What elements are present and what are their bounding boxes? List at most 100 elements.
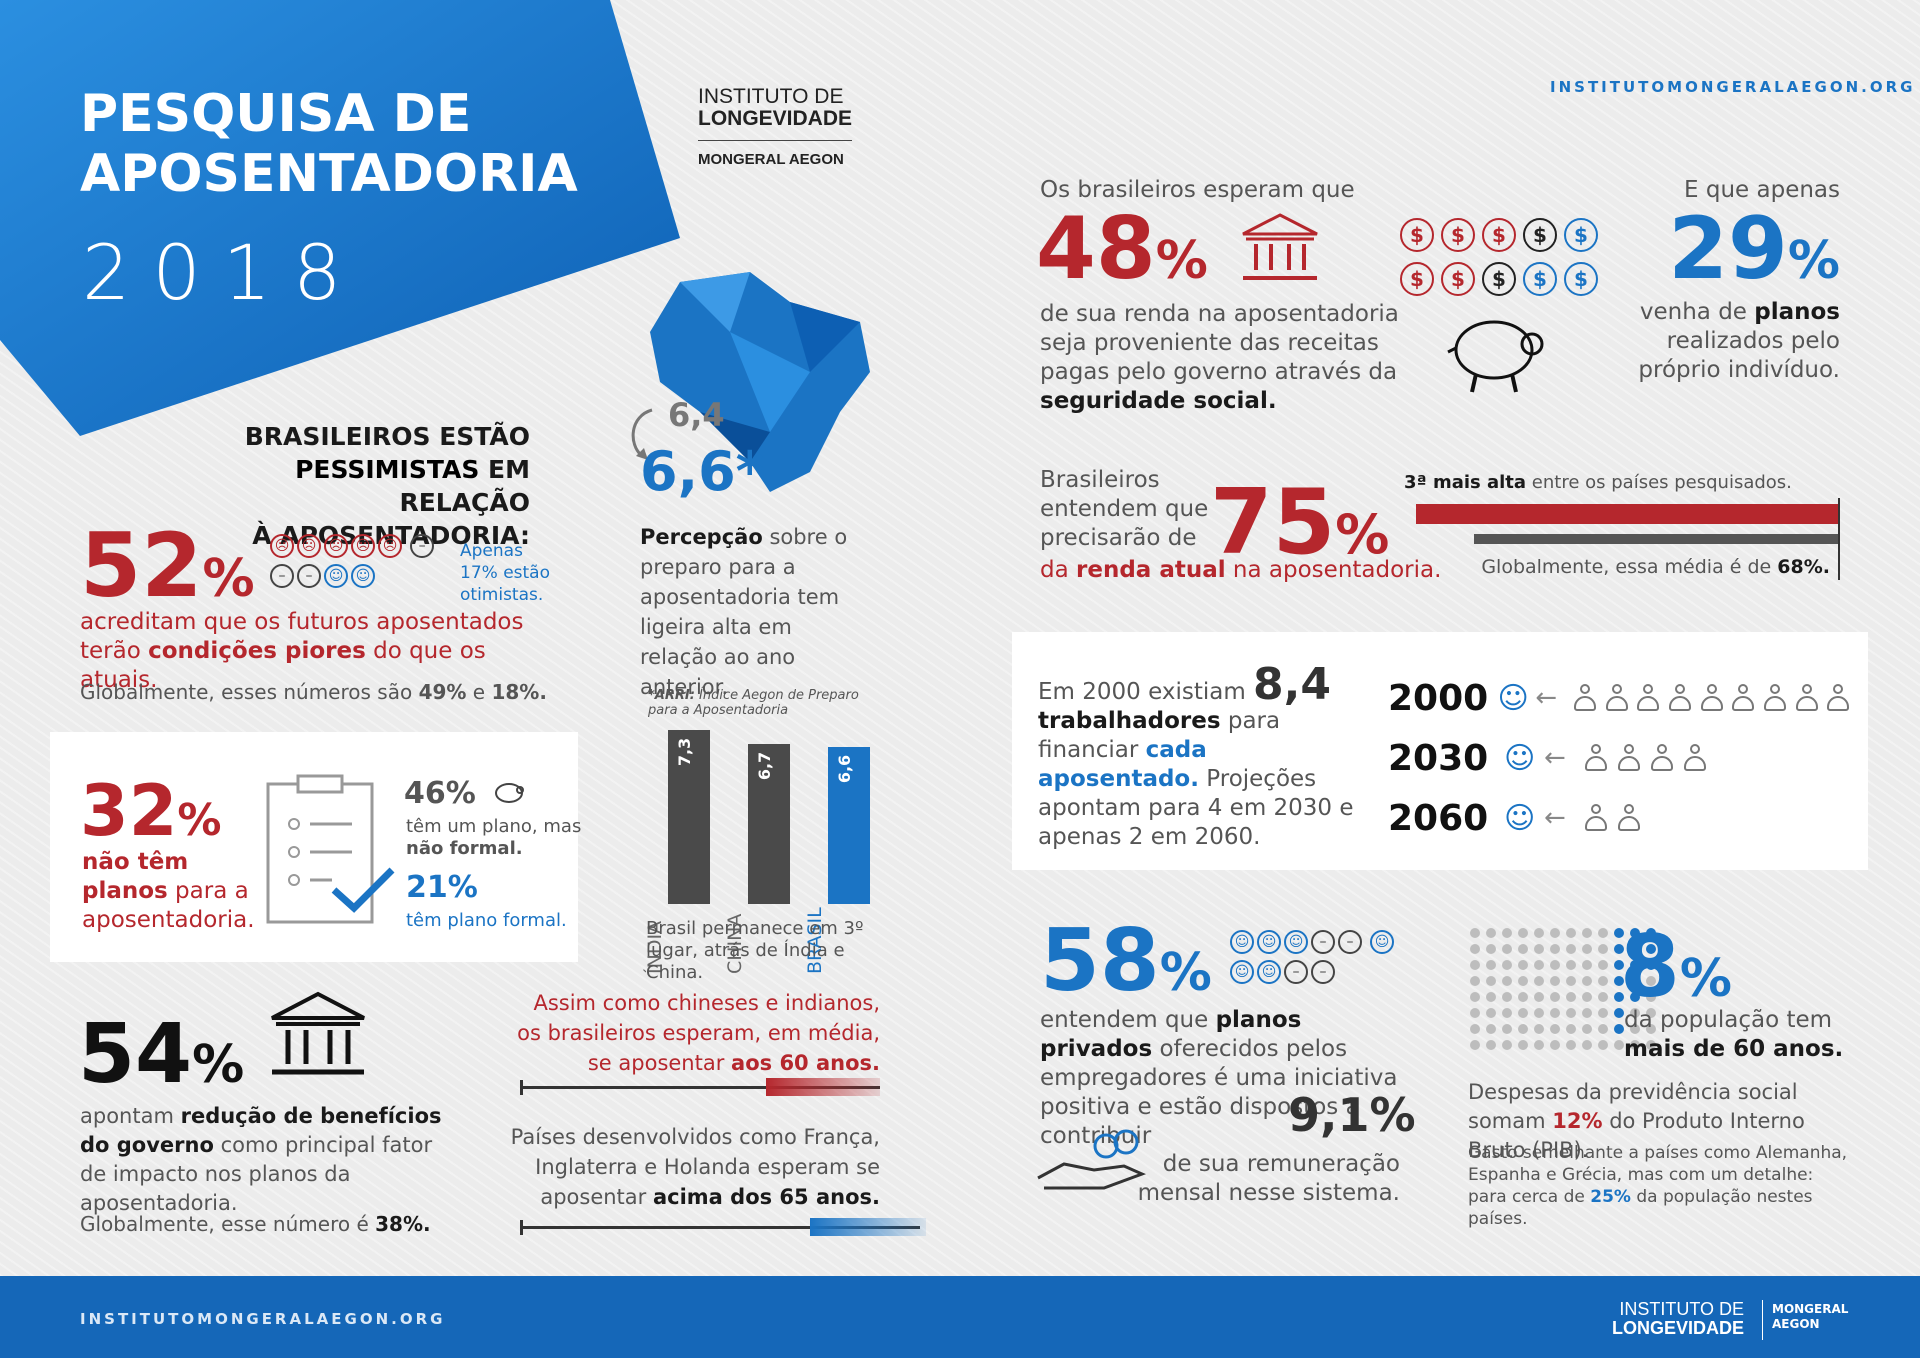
private-number: 58: [1040, 911, 1160, 1011]
age-marker-65: [810, 1218, 926, 1236]
income-intro: Os brasileiros esperam que: [1040, 177, 1355, 203]
income-right-intro: E que apenas: [1684, 177, 1840, 203]
happy-face-icon: ☺: [1370, 930, 1395, 954]
population-dot: [1566, 1008, 1576, 1018]
pessimism-heading-2a: PESSIMISTAS: [295, 455, 480, 484]
population-dot: [1614, 1040, 1624, 1050]
retiree-icon: ☺: [1504, 800, 1536, 836]
replacement-global-a: Globalmente, essa média é de: [1481, 556, 1778, 578]
population-text-a: da população tem: [1624, 1007, 1833, 1033]
worker-row-year: 2030: [1388, 737, 1489, 779]
plans-text-c: para a aposentadoria.: [82, 878, 255, 933]
population-note-b: 25%: [1590, 1187, 1631, 1207]
worker-row: 2000 ☺ ←: [1388, 668, 1858, 728]
worker-person-icon: [1650, 744, 1674, 772]
hand-coins-icon: [1037, 1129, 1146, 1190]
neutral-face-icon: –: [1311, 960, 1335, 984]
worker-person-icon: [1605, 684, 1628, 712]
population-dot: [1470, 944, 1480, 954]
perception-text-a: Percepção: [640, 525, 763, 549]
title-line-1: PESQUISA DE: [80, 84, 472, 144]
population-dot: [1614, 960, 1624, 970]
population-dot: [1566, 1040, 1576, 1050]
worker-row-year: 2000: [1388, 677, 1489, 719]
logo-line-3: MONGERAL AEGON: [698, 140, 853, 168]
population-note-a: Gasto semelhante a países como Alemanha,…: [1468, 1143, 1848, 1207]
sad-face-icon: ☹: [351, 534, 375, 558]
clipboard-icon: [266, 774, 395, 924]
happy-face-icon: ☺: [324, 564, 348, 588]
age-text: Assim como chineses e indianos, os brasi…: [510, 988, 880, 1078]
perception-old-value: 6,4: [668, 396, 725, 434]
replacement-rank: 3ª mais alta entre os países pesquisados…: [1404, 472, 1792, 494]
chart-caption: Brasil permanece em 3º lugar, atrás de Í…: [646, 918, 864, 983]
benefits-global: Globalmente, esse número é 38%.: [80, 1212, 431, 1237]
age-marker-60: [766, 1078, 880, 1096]
benefits-text-c: como principal fator de impacto nos plan…: [80, 1133, 433, 1215]
population-spend-c: do Produto Interno Bruto (PIB).: [1468, 1109, 1805, 1162]
population-dot: [1486, 944, 1496, 954]
income-text-a: de sua renda na aposentadoria seja prove…: [1040, 301, 1399, 385]
happy-face-icon: ☺: [1257, 930, 1281, 954]
replacement-global-b: 68%.: [1777, 556, 1830, 578]
population-dot: [1486, 928, 1496, 938]
population-dot: [1550, 944, 1560, 954]
pessimism-global-d: 18%.: [491, 680, 547, 704]
replacement-global: Globalmente, essa média é de 68%.: [1440, 556, 1830, 578]
population-dot: [1502, 1040, 1512, 1050]
worker-person-icon: [1795, 684, 1818, 712]
population-dot: [1470, 1008, 1480, 1018]
worker-person-icon: [1617, 744, 1641, 772]
plans-card: [50, 732, 578, 962]
income-right-text: venha de planos realizados pelo próprio …: [1620, 298, 1840, 385]
dollar-coin-icon: $: [1523, 218, 1557, 252]
population-note: Gasto semelhante a países como Alemanha,…: [1468, 1142, 1848, 1230]
income-text: de sua renda na aposentadoria seja prove…: [1040, 300, 1400, 416]
population-dot: [1646, 928, 1656, 938]
logo-line-1: INSTITUTO DE: [698, 85, 844, 108]
population-dot: [1566, 1024, 1576, 1034]
population-dot: [1598, 1008, 1608, 1018]
footer-url-link[interactable]: INSTITUTOMONGERALAEGON.ORG: [80, 1310, 446, 1328]
footer-logo-line-1: INSTITUTO DE: [1619, 1299, 1745, 1319]
population-dot: [1582, 1040, 1592, 1050]
plans-number: 32: [80, 770, 178, 852]
population-dot: [1646, 976, 1656, 986]
population-dot: [1646, 960, 1656, 970]
replacement-text-b: da: [1040, 557, 1077, 583]
neutral-face-icon: –: [270, 564, 294, 588]
neutral-face-icon: –: [1338, 930, 1362, 954]
happy-face-icon: ☺: [1284, 930, 1308, 954]
population-dot: [1566, 976, 1576, 986]
income-right-text-a: venha de: [1639, 299, 1755, 325]
income-right-text-c: realizados pelo próprio indivíduo.: [1638, 328, 1840, 383]
pessimism-percent: 52%: [80, 522, 255, 610]
private-pct: %: [1159, 943, 1212, 1003]
population-text: da população tem mais de 60 anos.: [1624, 1006, 1843, 1064]
population-dot: [1598, 928, 1608, 938]
population-dot: [1518, 992, 1528, 1002]
footer-logo-line-2: LONGEVIDADE: [1612, 1318, 1745, 1338]
population-dot: [1582, 928, 1592, 938]
replacement-rank-b: entre os países pesquisados.: [1526, 472, 1792, 493]
worker-row-year: 2060: [1388, 797, 1489, 839]
worker-person-icon: [1668, 684, 1691, 712]
arri-bar-chart: 7,3 ÍNDIA 6,7 CHINA 6,6 BRASIL: [640, 730, 870, 974]
population-dot: [1646, 1024, 1656, 1034]
age-text2-a: Países desenvolvidos como França, Inglat…: [510, 1125, 880, 1209]
plans-percent: 32%: [80, 776, 222, 846]
pessimism-heading: BRASILEIROS ESTÃO PESSIMISTAS EM RELAÇÃO…: [200, 420, 530, 552]
age-text2-b: acima dos 65 anos.: [652, 1185, 880, 1209]
private-faces: ☺ ☺ ☺ – – ☺☺ ☺ – –: [1230, 930, 1400, 990]
dollar-coin-icon: $: [1400, 218, 1434, 252]
population-dot: [1502, 960, 1512, 970]
header-url-link[interactable]: INSTITUTOMONGERALAEGON.ORG: [1550, 78, 1916, 96]
piggy-bank-icon: [495, 783, 524, 803]
population-dot: [1502, 944, 1512, 954]
population-pct: %: [1679, 949, 1732, 1009]
population-dot: [1518, 1008, 1528, 1018]
population-spend-b: 12%: [1552, 1109, 1603, 1133]
dollar-coin-icon: $: [1441, 218, 1475, 252]
pessimism-number: 52: [80, 514, 203, 617]
pessimism-global-b: 49%: [418, 680, 467, 704]
